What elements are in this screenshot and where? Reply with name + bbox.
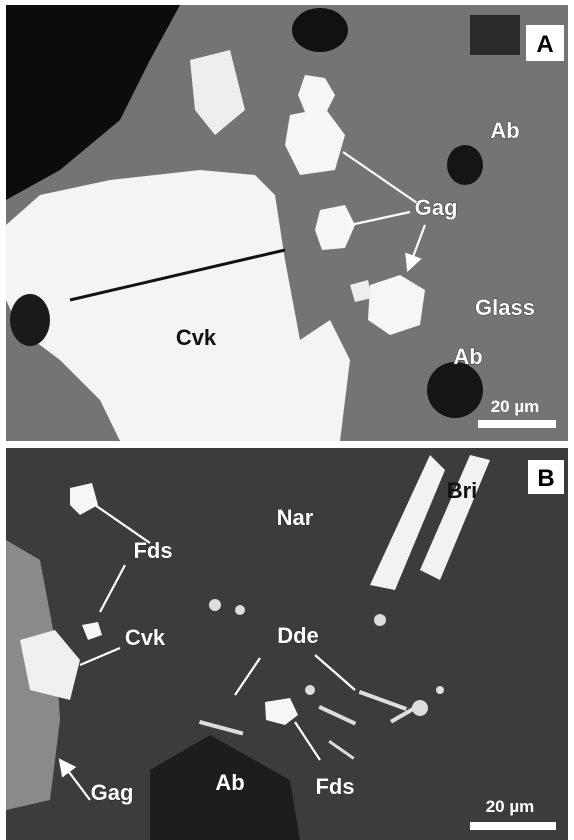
panel-a: A Ab Gag Glass Ab Cvk 20 µm	[6, 5, 568, 441]
void	[427, 362, 483, 418]
arrow	[342, 151, 427, 270]
mineral-label: Bri	[447, 478, 478, 503]
scale-bar	[478, 420, 556, 428]
mineral-label: Cvk	[176, 325, 217, 350]
mineral-label: Dde	[277, 623, 319, 648]
panel-letter: B	[537, 465, 554, 492]
mineral-label: Fds	[315, 774, 354, 799]
scale-bar-label: 20 µm	[491, 397, 540, 416]
mineral-label: Fds	[133, 538, 172, 563]
mineral-label: Cvk	[125, 625, 166, 650]
panel-letter-box	[526, 25, 564, 61]
gag-crystal	[285, 108, 345, 175]
crystal	[190, 50, 245, 135]
fds-crystal	[265, 698, 298, 725]
mineral-label: Gag	[91, 780, 134, 805]
scale-bar	[470, 822, 556, 830]
cvk-crystal	[6, 170, 350, 441]
fds-crystal	[70, 483, 98, 515]
dark-region	[6, 5, 180, 200]
mineral-label: Nar	[277, 505, 314, 530]
panel-b: B Bri Nar Fds Cvk Dde Ab Gag Fds 20 µm	[6, 448, 568, 840]
cvk-crystal	[20, 630, 80, 700]
gag-crystal	[368, 275, 425, 335]
ab-region	[150, 735, 300, 840]
arrow	[60, 504, 356, 801]
crystal	[350, 280, 372, 302]
crack	[69, 248, 286, 302]
mineral-label: Gag	[415, 195, 458, 220]
scale-bar-label: 20 µm	[486, 797, 535, 816]
fds-crystal	[82, 622, 102, 640]
bri-crystal	[370, 455, 490, 590]
dde-needles	[198, 599, 444, 760]
panel-letter: A	[536, 31, 553, 58]
gag-crystal	[315, 205, 355, 250]
gag-crystal	[298, 75, 335, 115]
mineral-label: Ab	[453, 344, 482, 369]
void	[10, 294, 50, 346]
panel-letter-box	[528, 460, 564, 494]
mineral-label: Glass	[475, 295, 535, 320]
inclusion	[470, 15, 520, 55]
void	[447, 145, 483, 185]
panel-b-background	[6, 448, 568, 840]
void	[292, 8, 348, 52]
mineral-label: Ab	[490, 118, 519, 143]
mineral-label: Ab	[215, 770, 244, 795]
